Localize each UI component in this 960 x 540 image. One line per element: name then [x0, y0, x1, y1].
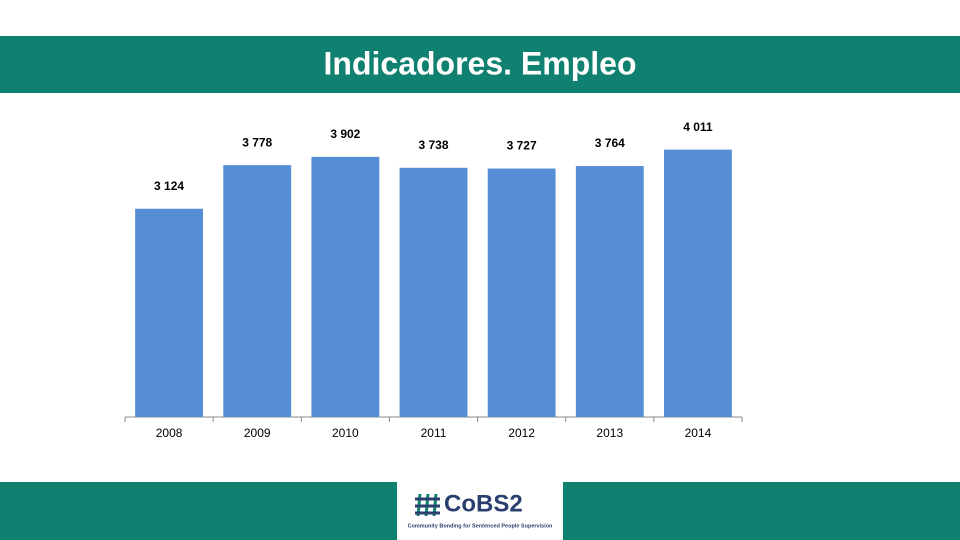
value-label: 3 727	[507, 139, 537, 153]
value-label: 4 011	[683, 120, 713, 134]
chart-title: Indicadores. Empleo	[324, 45, 637, 81]
x-tick-label: 2013	[596, 426, 623, 440]
x-tick-label: 2009	[244, 426, 271, 440]
x-tick-label: 2010	[332, 426, 359, 440]
logo-icon	[415, 493, 440, 517]
value-label: 3 738	[418, 138, 448, 152]
bar	[135, 208, 204, 417]
bar	[399, 167, 468, 417]
bar	[223, 165, 292, 417]
value-label: 3 764	[595, 136, 625, 150]
x-tick-label: 2012	[508, 426, 535, 440]
bar	[311, 156, 380, 417]
bar	[663, 149, 732, 417]
x-tick-label: 2011	[421, 426, 447, 440]
x-tick-label: 2014	[685, 426, 712, 440]
bar	[487, 168, 556, 417]
value-label: 3 124	[154, 179, 184, 193]
value-label: 3 902	[330, 127, 360, 141]
logo-box	[397, 482, 563, 540]
logo-tagline: Community Bonding for Sentenced People S…	[408, 523, 553, 529]
bar	[575, 166, 644, 417]
x-tick-label: 2008	[156, 426, 183, 440]
header-band	[0, 36, 960, 93]
logo-name: CoBS2	[444, 490, 523, 517]
value-label: 3 778	[242, 135, 272, 149]
